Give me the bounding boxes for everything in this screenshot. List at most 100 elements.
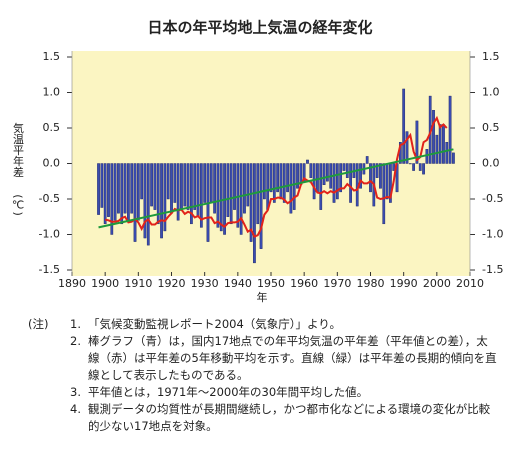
bar [253, 163, 256, 264]
x-tick-label: 1990 [390, 277, 418, 290]
x-tick-label: 1950 [257, 277, 285, 290]
bar [345, 163, 349, 178]
bar [335, 163, 339, 200]
bar [448, 95, 452, 164]
bar [289, 163, 293, 214]
note-text: 平年値とは，1971年～2000年の30年間平均した値。 [88, 385, 369, 399]
x-tick-label: 1890 [58, 277, 86, 290]
bar [123, 163, 127, 214]
bar [425, 149, 429, 164]
note-number: 2. [70, 334, 81, 348]
bar [339, 163, 343, 193]
bar [342, 163, 346, 171]
bar [176, 163, 180, 221]
y2-tick-label: 0.0 [482, 157, 500, 170]
bar [183, 163, 187, 207]
x-tick-label: 1970 [323, 277, 351, 290]
y-tick-label: 1.5 [43, 50, 61, 63]
bar [213, 163, 216, 214]
bar [269, 163, 273, 193]
bar [332, 163, 336, 203]
bar [130, 163, 134, 214]
x-tick-label: 2010 [456, 277, 484, 290]
bar [249, 163, 253, 242]
bar [369, 163, 372, 193]
bar [170, 163, 173, 214]
note-item: 3. 平年値とは，1971年～2000年の30年間平均した値。 [28, 384, 498, 401]
bar [309, 163, 313, 178]
chart: 日本の年平均地上気温の経年変化 年 気温平年差 (℃) 1.5 1.0 0.5 0.0… [12, 19, 504, 305]
y-tick-label: 0.5 [43, 121, 61, 134]
note-number: 4. [70, 402, 81, 416]
bar [113, 163, 117, 221]
bar [173, 163, 177, 203]
bar [209, 163, 213, 203]
note-item: 4. 観測データの均質性が長期間継続し，かつ都市化などによる環境の変化が比較的少… [28, 401, 498, 435]
bar [266, 163, 270, 210]
x-tick-label: 2000 [423, 277, 451, 290]
bar [160, 163, 163, 239]
bar [385, 163, 389, 200]
bar [233, 163, 236, 210]
bar [243, 163, 246, 214]
bar [107, 163, 110, 217]
bar [452, 152, 455, 164]
bar [418, 163, 422, 171]
note-text: 「気候変動監視レポート2004（気象庁）」より。 [88, 317, 342, 331]
bar [276, 163, 279, 193]
y2-tick-label: -1.0 [482, 228, 503, 241]
bar [442, 124, 445, 164]
x-axis-label: 年 [257, 290, 268, 304]
bar [186, 163, 190, 210]
bar [408, 163, 412, 165]
line [98, 148, 454, 229]
bar [272, 163, 276, 203]
bar [412, 163, 415, 171]
bar [415, 120, 419, 164]
bar [405, 131, 409, 164]
note-text: 観測データの均質性が長期間継続し，かつ都市化などによる環境の変化が比較的少ない1… [88, 402, 491, 433]
x-tick-label: 1940 [224, 277, 252, 290]
x-tick-label: 1960 [290, 277, 318, 290]
bar [326, 163, 329, 182]
x-tick-label: 1920 [158, 277, 186, 290]
y-tick-label: -1.5 [39, 263, 60, 276]
bar [146, 163, 150, 246]
bar [375, 163, 379, 178]
note-text: 棒グラフ（青）は，国内17地点での年平均気温の平年差（平年値との差），太線（赤）… [88, 334, 497, 382]
y2-tick-label: 0.5 [482, 121, 500, 134]
bar [246, 163, 250, 207]
y2-tick-label: 1.0 [482, 86, 500, 99]
bar [117, 163, 120, 214]
bar [279, 163, 283, 200]
line [104, 115, 448, 238]
bar [153, 163, 157, 210]
bar [422, 163, 425, 175]
bar [319, 163, 323, 210]
bar [140, 163, 144, 200]
bar [229, 163, 233, 225]
bar [150, 163, 153, 207]
bar [379, 163, 382, 189]
bar [97, 163, 100, 215]
bar [163, 163, 167, 232]
y2-tick-label: -0.5 [482, 192, 503, 205]
y-tick-label: -0.5 [39, 192, 60, 205]
y-axis-unit: (℃) [12, 194, 25, 216]
bar [322, 163, 326, 185]
bar [136, 163, 140, 221]
bar [402, 88, 406, 164]
bar [382, 163, 386, 225]
bar [199, 163, 203, 228]
bar [349, 163, 352, 203]
bar [226, 163, 230, 217]
x-tick-label: 1930 [191, 277, 219, 290]
x-tick-label: 1900 [91, 277, 119, 290]
bar [256, 163, 260, 225]
bar [365, 156, 369, 164]
x-tick-label: 1910 [124, 277, 152, 290]
bar [203, 163, 207, 203]
bar [166, 163, 170, 200]
bar [316, 163, 319, 193]
bar [193, 163, 197, 210]
